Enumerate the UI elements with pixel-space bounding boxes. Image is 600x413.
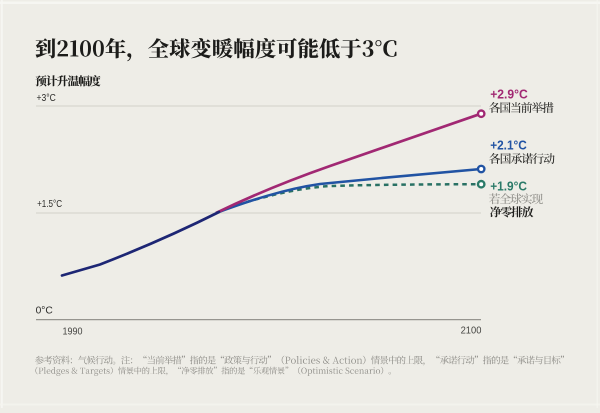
svg-text:+1.9°C: +1.9°C (490, 179, 527, 193)
svg-text:+3°C: +3°C (37, 93, 56, 104)
svg-text:+1.5°C: +1.5°C (37, 199, 62, 210)
svg-text:2100: 2100 (461, 325, 482, 336)
svg-text:1990: 1990 (63, 327, 83, 338)
svg-text:+2.1°C: +2.1°C (490, 138, 527, 152)
svg-text:0°C: 0°C (36, 305, 53, 316)
svg-text:+2.9°C: +2.9°C (490, 88, 528, 102)
